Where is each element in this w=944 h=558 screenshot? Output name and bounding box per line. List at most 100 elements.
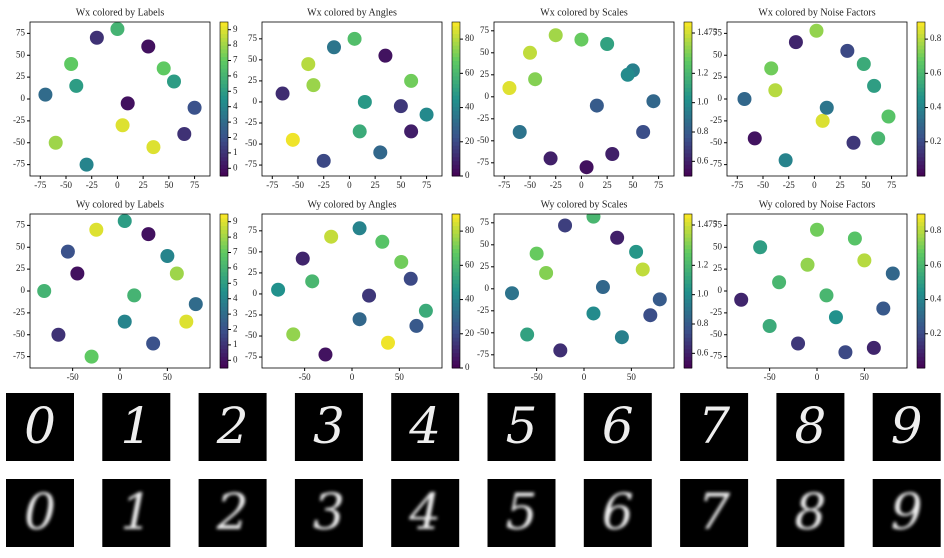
colorbar-slice [917,325,925,330]
y-tick-label: -50 [710,329,722,339]
point [595,280,610,295]
colorbar-slice [220,172,228,177]
colorbar-tick-label: 20 [465,136,475,146]
colorbar-slice [220,333,228,338]
colorbar-slice [220,122,228,127]
colorbar-slice [220,72,228,77]
colorbar-slice [917,337,925,342]
colorbar-slice [917,275,925,280]
point [48,135,63,150]
colorbar-slice [684,348,692,354]
point [110,22,125,36]
x-tick-label: 0 [812,180,817,190]
digit-image [487,393,556,461]
point [553,343,568,358]
colorbar-slice [917,244,925,250]
colorbar-slice [220,240,228,246]
colorbar-slice [220,302,228,307]
y-tick-label: -50 [477,135,489,145]
colorbar-slice [452,102,460,108]
colorbar-slice [917,145,925,150]
digit-image [102,479,171,547]
colorbar-slice [684,164,692,169]
point [64,57,79,71]
colorbar-slice [452,233,460,238]
colorbar-slice [684,72,692,77]
colorbar-slice [917,229,925,234]
point [737,92,752,106]
colorbar-slice [220,25,228,31]
colorbar-slice [452,172,460,177]
colorbar-slice [917,52,925,58]
colorbar-slice [452,360,460,365]
point [188,297,203,312]
y-tick-label: 50 [713,49,723,59]
colorbar-slice [684,64,692,69]
x-tick-label: -25 [783,180,795,190]
x-tick-label: -75 [34,180,46,190]
colorbar-tick-label: 3 [233,308,238,318]
colorbar-slice [220,348,228,354]
colorbar-slice [917,114,925,119]
colorbar-slice [917,33,925,38]
digit: 6 [602,397,634,455]
colorbar-slice [452,75,460,81]
colorbar-slice [684,106,692,112]
colorbar-slice [452,333,460,338]
colorbar-slice [684,283,692,288]
colorbar-tick-label: 1.0 [697,97,709,107]
colorbar-slice [917,125,925,131]
colorbar-tick-label: 3 [233,116,238,126]
y-tick-label: 25 [16,263,26,273]
colorbar-slice [452,337,460,342]
point [586,214,601,224]
colorbar-slice [684,240,692,246]
point [791,336,806,351]
point [505,286,519,301]
y-tick-label: 0 [21,285,26,295]
colorbar-tick-label: 80 [465,33,475,43]
colorbar-slice [684,60,692,65]
colorbar-slice [684,87,692,92]
colorbar-slice [917,95,925,100]
colorbar-slice [917,22,925,27]
point [286,327,301,342]
point [840,43,855,58]
y-tick-label: 25 [480,261,490,271]
x-tick-label: -50 [764,372,776,382]
colorbar-frame [219,213,229,369]
point [115,118,130,133]
colorbar-slice [684,168,692,173]
colorbar-slice [917,248,925,253]
colorbar-slice [917,306,925,311]
digit: 3 [313,483,345,541]
subplot-title: Wy colored by Angles [307,199,396,210]
colorbar-slice [220,79,228,85]
digit: 5 [506,483,538,541]
subplot-title: Wx colored by Labels [76,7,165,18]
colorbar-slice [220,33,228,38]
colorbar-tick-label: 9 [233,216,238,226]
y-tick-label: 25 [713,71,723,81]
y-tick-label: 0 [485,283,490,293]
colorbar-slice [684,237,692,242]
colorbar-slice [684,56,692,61]
digit: 3 [313,397,345,455]
colorbar-slice [684,256,692,261]
colorbar-slice [220,114,228,119]
colorbar-slice [917,356,925,361]
colorbar-slice [452,310,460,315]
digit-image [198,393,267,461]
x-tick-label: 75 [422,180,432,190]
y-tick-label: 50 [480,239,490,249]
colorbar-slice [917,75,925,81]
y-tick-label: 75 [713,219,723,229]
colorbar-slice [917,102,925,108]
y-tick-label: 50 [16,241,26,251]
colorbar-slice [452,25,460,31]
colorbar-slice [220,337,228,342]
colorbar-slice [220,294,228,300]
colorbar-slice [220,237,228,242]
colorbar-tick-label: 0.4 [930,294,942,304]
x-tick-label: -50 [524,180,536,190]
